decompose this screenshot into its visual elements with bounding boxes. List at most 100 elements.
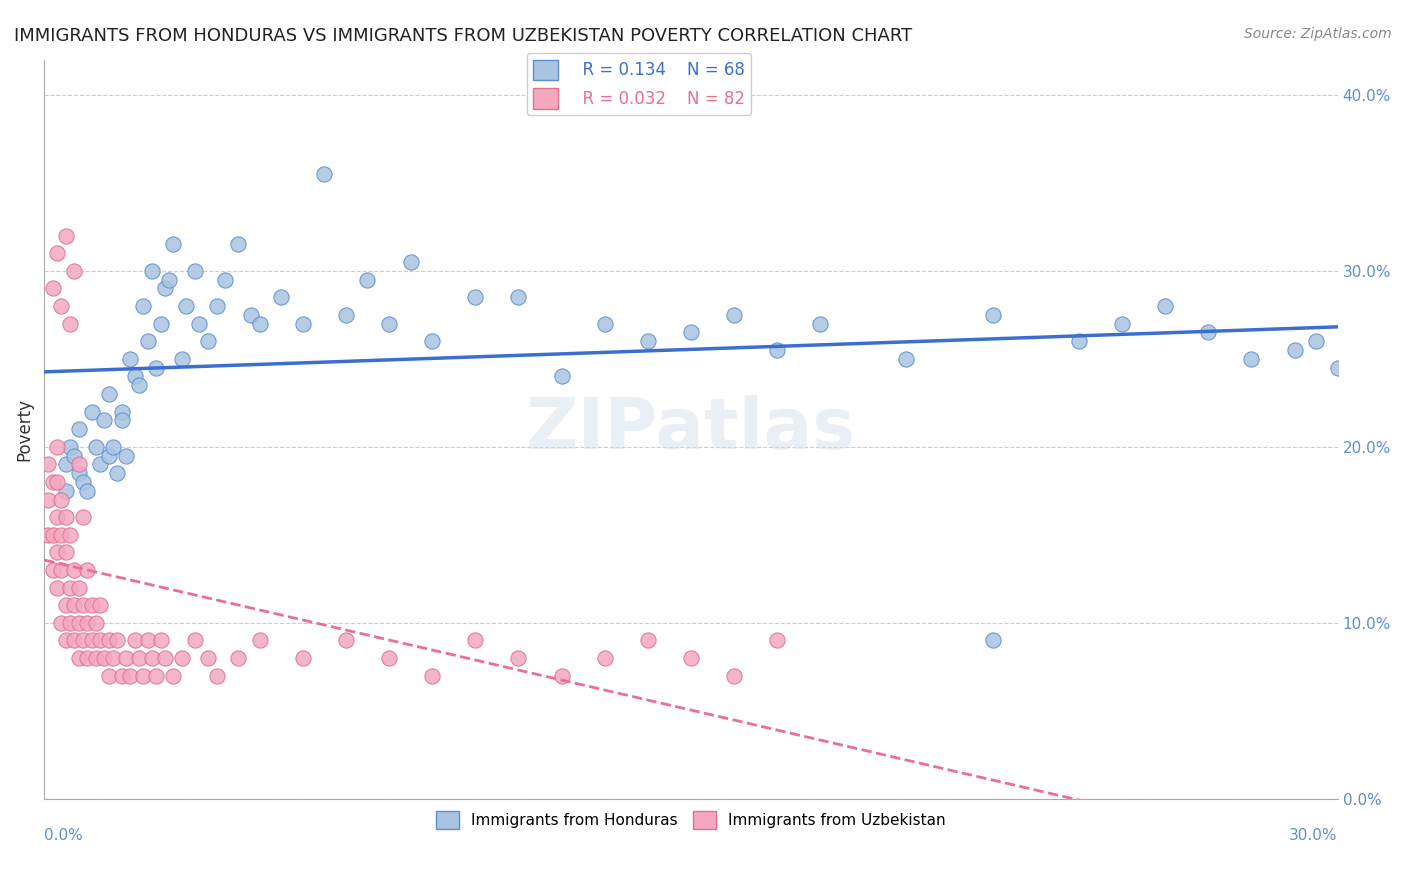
- Point: [97, 668, 120, 682]
- Point: [197, 651, 219, 665]
- Point: [808, 317, 831, 331]
- Point: [55, 545, 77, 559]
- Point: [1197, 326, 1219, 340]
- Text: 30.0%: 30.0%: [1289, 829, 1337, 844]
- Point: [46, 440, 69, 454]
- Point: [42, 281, 65, 295]
- Text: IMMIGRANTS FROM HONDURAS VS IMMIGRANTS FROM UZBEKISTAN POVERTY CORRELATION CHART: IMMIGRANTS FROM HONDURAS VS IMMIGRANTS F…: [14, 27, 912, 45]
- Point: [59, 581, 82, 595]
- Point: [291, 317, 314, 331]
- Point: [157, 272, 180, 286]
- Point: [46, 475, 69, 489]
- Point: [101, 651, 124, 665]
- Point: [89, 599, 111, 613]
- Point: [37, 528, 59, 542]
- Point: [63, 599, 86, 613]
- Point: [153, 281, 176, 295]
- Point: [59, 440, 82, 454]
- Point: [226, 237, 249, 252]
- Point: [51, 615, 73, 630]
- Point: [55, 599, 77, 613]
- Point: [72, 633, 94, 648]
- Point: [55, 483, 77, 498]
- Point: [51, 299, 73, 313]
- Point: [550, 668, 572, 682]
- Point: [42, 475, 65, 489]
- Point: [97, 633, 120, 648]
- Point: [67, 615, 90, 630]
- Point: [120, 351, 142, 366]
- Point: [42, 528, 65, 542]
- Point: [1067, 334, 1090, 349]
- Point: [124, 369, 146, 384]
- Point: [508, 651, 530, 665]
- Point: [76, 615, 98, 630]
- Point: [1284, 343, 1306, 357]
- Point: [80, 599, 103, 613]
- Point: [72, 510, 94, 524]
- Point: [59, 615, 82, 630]
- Point: [550, 369, 572, 384]
- Point: [172, 651, 194, 665]
- Point: [46, 545, 69, 559]
- Point: [76, 483, 98, 498]
- Point: [67, 651, 90, 665]
- Point: [67, 422, 90, 436]
- Y-axis label: Poverty: Poverty: [15, 398, 32, 461]
- Point: [55, 458, 77, 472]
- Point: [723, 668, 745, 682]
- Point: [132, 299, 155, 313]
- Point: [141, 651, 163, 665]
- Point: [76, 563, 98, 577]
- Point: [46, 581, 69, 595]
- Point: [89, 633, 111, 648]
- Point: [63, 264, 86, 278]
- Point: [420, 334, 443, 349]
- Point: [84, 615, 107, 630]
- Point: [249, 317, 271, 331]
- Point: [55, 510, 77, 524]
- Point: [89, 458, 111, 472]
- Point: [184, 633, 207, 648]
- Point: [356, 272, 378, 286]
- Point: [46, 510, 69, 524]
- Point: [723, 308, 745, 322]
- Point: [63, 563, 86, 577]
- Point: [84, 651, 107, 665]
- Point: [240, 308, 263, 322]
- Point: [101, 440, 124, 454]
- Point: [679, 326, 702, 340]
- Point: [63, 449, 86, 463]
- Point: [205, 668, 228, 682]
- Point: [132, 668, 155, 682]
- Point: [188, 317, 211, 331]
- Text: ZIPatlas: ZIPatlas: [526, 395, 856, 464]
- Point: [120, 668, 142, 682]
- Point: [51, 492, 73, 507]
- Point: [59, 317, 82, 331]
- Point: [197, 334, 219, 349]
- Point: [249, 633, 271, 648]
- Point: [107, 633, 129, 648]
- Point: [55, 228, 77, 243]
- Point: [111, 404, 134, 418]
- Point: [67, 458, 90, 472]
- Point: [111, 413, 134, 427]
- Point: [115, 651, 138, 665]
- Point: [37, 458, 59, 472]
- Point: [149, 317, 172, 331]
- Point: [896, 351, 918, 366]
- Point: [128, 378, 150, 392]
- Point: [637, 633, 659, 648]
- Point: [136, 334, 159, 349]
- Point: [72, 475, 94, 489]
- Point: [1111, 317, 1133, 331]
- Point: [93, 651, 115, 665]
- Point: [84, 440, 107, 454]
- Text: 0.0%: 0.0%: [44, 829, 83, 844]
- Point: [214, 272, 236, 286]
- Point: [291, 651, 314, 665]
- Point: [37, 492, 59, 507]
- Point: [63, 633, 86, 648]
- Point: [593, 651, 616, 665]
